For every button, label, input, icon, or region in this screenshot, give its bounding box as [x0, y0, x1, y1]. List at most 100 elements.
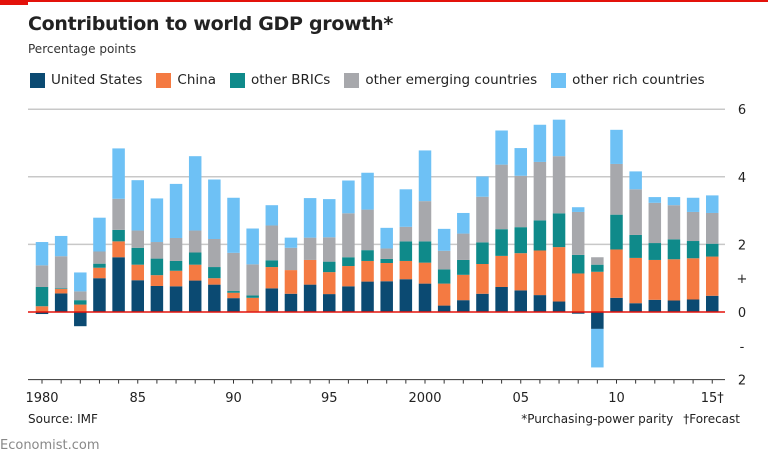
bar-segment-other-brics — [418, 241, 432, 263]
bar-segment-united-states — [342, 286, 355, 312]
bar-segment-other-emerging-countries — [323, 237, 336, 262]
bar-segment-china — [706, 256, 719, 296]
bar-segment-other-emerging-countries — [571, 211, 585, 255]
bar-segment-china — [686, 258, 700, 300]
bar-segment-china — [246, 297, 259, 312]
bar-segment-other-emerging-countries — [246, 264, 259, 296]
bar-segment-other-brics — [227, 291, 240, 293]
y-tick-label: - — [740, 340, 745, 355]
y-tick-label: 2 — [738, 374, 746, 389]
bar-segment-united-states — [495, 286, 508, 312]
bar-segment-china — [399, 260, 413, 280]
bar-segment-china — [437, 283, 451, 306]
bar-segment-other-brics — [571, 254, 585, 274]
bar-segment-other-emerging-countries — [380, 248, 393, 259]
y-tick-label: 6 — [738, 103, 746, 118]
bar-segment-other-rich-countries — [418, 150, 432, 202]
bar-segment-other-brics — [74, 300, 87, 305]
bar-segment-other-brics — [610, 214, 623, 250]
bar-segment-other-brics — [131, 247, 144, 265]
bar-segment-other-emerging-countries — [533, 161, 547, 221]
bar-segment-china — [591, 271, 604, 312]
bar-segment-united-states — [667, 300, 681, 312]
bar-segment-united-states — [552, 301, 566, 312]
bar-segment-china — [361, 260, 374, 282]
bar-segment-other-brics — [265, 260, 279, 268]
bar-segment-other-emerging-countries — [54, 256, 68, 289]
bar-segment-other-emerging-countries — [208, 238, 221, 268]
x-tick-label: 2000 — [408, 391, 441, 406]
bar-segment-other-emerging-countries — [265, 225, 279, 261]
legend-label: other emerging countries — [365, 72, 538, 88]
bar-segment-china — [35, 306, 49, 312]
bar-segment-united-states — [93, 278, 106, 312]
bar-segment-united-states — [457, 300, 470, 312]
bar-segment-other-brics — [591, 264, 604, 272]
bar-segment-other-brics — [457, 259, 470, 275]
bar-segment-other-emerging-countries — [495, 164, 508, 230]
bar-segment-united-states — [437, 305, 451, 312]
bar-segment-other-rich-countries — [265, 205, 279, 226]
footnote-forecast: †Forecast — [683, 412, 740, 426]
bar-segment-china — [629, 257, 642, 304]
x-tick-label: 15† — [701, 391, 725, 406]
bar-segment-united-states — [591, 312, 604, 329]
bar-segment-united-states — [112, 257, 125, 312]
bar-segment-united-states — [533, 295, 547, 312]
bar-segment-china — [495, 255, 508, 287]
bar-segment-united-states — [380, 281, 393, 312]
x-tick-label: 10 — [608, 391, 625, 406]
bar-segment-china — [150, 275, 164, 286]
bar-segment-united-states — [150, 285, 164, 312]
chart-title: Contribution to world GDP growth* — [28, 13, 393, 35]
bar-segment-other-rich-countries — [342, 180, 355, 214]
legend-swatch — [344, 72, 360, 88]
top-rule — [0, 0, 768, 2]
bar-segment-other-rich-countries — [533, 124, 547, 162]
bar-segment-china — [131, 264, 144, 281]
bar-segment-china — [323, 272, 336, 295]
bar-segment-other-emerging-countries — [591, 257, 604, 265]
bar-segment-china — [610, 249, 623, 298]
bar-segment-other-rich-countries — [227, 197, 240, 253]
legend-swatch — [30, 72, 45, 88]
bar-segment-other-rich-countries — [284, 237, 298, 248]
bar-segment-other-rich-countries — [706, 195, 719, 213]
x-tick-label: 05 — [512, 391, 529, 406]
bar-segment-united-states — [686, 299, 700, 312]
bar-segment-united-states — [706, 295, 719, 312]
bar-segment-china — [418, 262, 432, 284]
bar-segment-other-emerging-countries — [342, 213, 355, 258]
bar-segment-other-brics — [437, 269, 451, 284]
bar-segment-china — [74, 304, 87, 312]
source-note: Source: IMF — [28, 412, 98, 426]
bar-segment-united-states — [227, 298, 240, 312]
bar-segment-other-emerging-countries — [399, 226, 413, 242]
bar-segment-other-brics — [648, 243, 662, 260]
bar-segment-other-emerging-countries — [188, 230, 202, 253]
bar-segment-china — [54, 289, 68, 294]
bar-segment-united-states — [265, 288, 279, 312]
bar-segment-other-emerging-countries — [35, 265, 49, 287]
bar-segment-other-emerging-countries — [131, 230, 144, 248]
legend-label: other BRICs — [250, 72, 331, 88]
bar-segment-other-emerging-countries — [648, 202, 662, 244]
bar-segment-other-rich-countries — [246, 228, 259, 265]
bar-segment-other-brics — [54, 288, 68, 290]
bar-segment-other-brics — [533, 220, 547, 251]
bar-segment-other-brics — [208, 267, 221, 279]
x-tick-label: 85 — [129, 391, 146, 406]
bar-segment-other-emerging-countries — [112, 198, 125, 230]
bar-segment-other-rich-countries — [361, 172, 374, 210]
bar-segment-china — [667, 259, 681, 301]
bar-segment-other-rich-countries — [208, 179, 221, 239]
y-tick-label: 4 — [738, 171, 746, 186]
bar-segment-united-states — [610, 297, 623, 312]
bar-segment-united-states — [54, 293, 68, 312]
x-tick-label: 95 — [321, 391, 338, 406]
y-tick-label: + — [737, 272, 748, 287]
bar-segment-other-emerging-countries — [418, 201, 432, 242]
bar-segment-other-rich-countries — [571, 207, 585, 212]
bar-segment-other-brics — [342, 257, 355, 267]
